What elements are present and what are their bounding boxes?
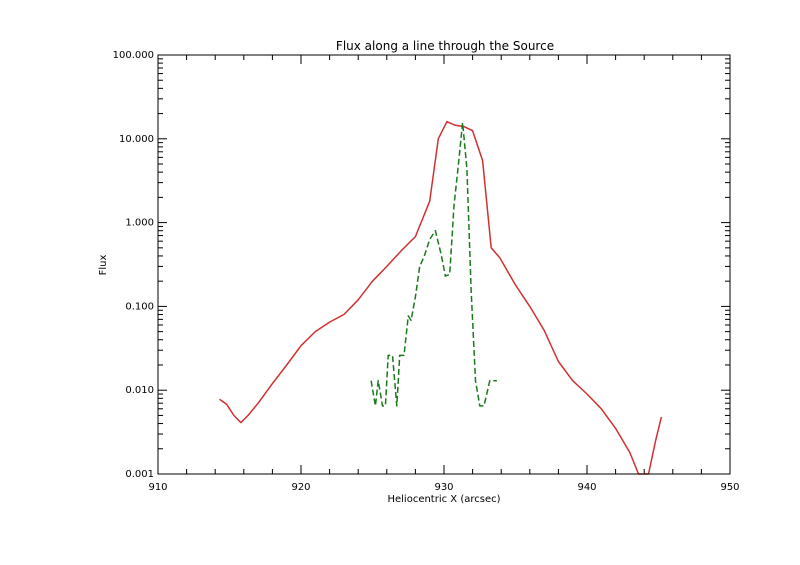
axes: 910 920 930 940 950 0.001 0.010 0.100 1.000 10.00… <box>113 50 740 493</box>
y-axis-label: Flux <box>98 255 109 276</box>
y-tick-label: 1.000 <box>125 218 154 229</box>
x-tick-label: 910 <box>148 482 167 493</box>
y-tick-label: 10.000 <box>119 134 154 145</box>
series-layer <box>219 120 663 475</box>
series-line-1 <box>219 120 663 475</box>
x-axis-label: Heliocentric X (arcsec) <box>387 494 500 505</box>
y-tick-label: 100.000 <box>113 50 154 61</box>
y-tick-label: 0.100 <box>125 301 154 312</box>
y-tick-label: 0.010 <box>125 385 154 396</box>
chart-title: Flux along a line through the Source <box>336 39 554 53</box>
plot-frame <box>157 54 731 475</box>
x-tick-label: 950 <box>720 482 739 493</box>
y-tick-label: 0.001 <box>125 469 154 480</box>
x-tick-label: 940 <box>577 482 596 493</box>
series-line-2 <box>370 121 497 407</box>
x-tick-label: 930 <box>434 482 453 493</box>
x-tick-label: 920 <box>291 482 310 493</box>
